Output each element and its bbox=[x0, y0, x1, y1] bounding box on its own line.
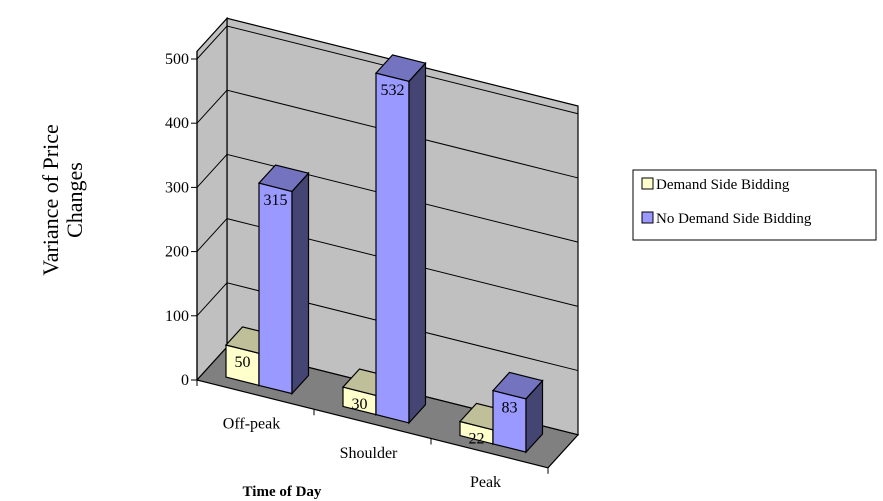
gridline bbox=[196, 89, 579, 179]
bar-front bbox=[258, 182, 293, 395]
bar-side bbox=[291, 171, 310, 396]
y-tick-label: 500 bbox=[165, 51, 189, 68]
bar-top bbox=[491, 371, 544, 400]
bar-top bbox=[374, 54, 427, 82]
y-tick-label: 0 bbox=[181, 372, 189, 389]
data-label: 83 bbox=[502, 400, 518, 417]
gridline bbox=[196, 282, 579, 372]
x-category-label: Peak bbox=[470, 474, 501, 491]
legend-entry: Demand Side Bidding bbox=[656, 177, 790, 193]
bar-side bbox=[408, 61, 427, 425]
x-category-label: Off-peak bbox=[223, 416, 280, 433]
legend-entry: No Demand Side Bidding bbox=[656, 211, 812, 227]
y-axis-title: Changes bbox=[62, 162, 87, 238]
gridline bbox=[196, 218, 579, 307]
data-label: 22 bbox=[469, 431, 485, 448]
y-tick-label: 300 bbox=[165, 179, 189, 196]
data-label: 532 bbox=[381, 82, 405, 99]
y-tick-label: 400 bbox=[165, 115, 189, 132]
bar-front bbox=[375, 72, 410, 424]
y-tick-label: 100 bbox=[165, 308, 189, 325]
x-axis-title: Time of Day bbox=[243, 484, 322, 500]
chart-side-wall bbox=[196, 16, 228, 382]
legend-box bbox=[632, 169, 877, 241]
data-label: 50 bbox=[235, 354, 251, 371]
gridline bbox=[196, 25, 579, 115]
x-category-label: Shoulder bbox=[340, 445, 398, 462]
y-axis-title: Variance of Price bbox=[38, 124, 63, 275]
legend-swatch bbox=[641, 211, 654, 224]
bar-top bbox=[257, 164, 310, 193]
data-label: 30 bbox=[352, 396, 368, 413]
data-label: 315 bbox=[264, 192, 288, 209]
y-tick-label: 200 bbox=[165, 244, 189, 261]
legend-swatch bbox=[641, 177, 654, 190]
gridline bbox=[196, 153, 579, 243]
